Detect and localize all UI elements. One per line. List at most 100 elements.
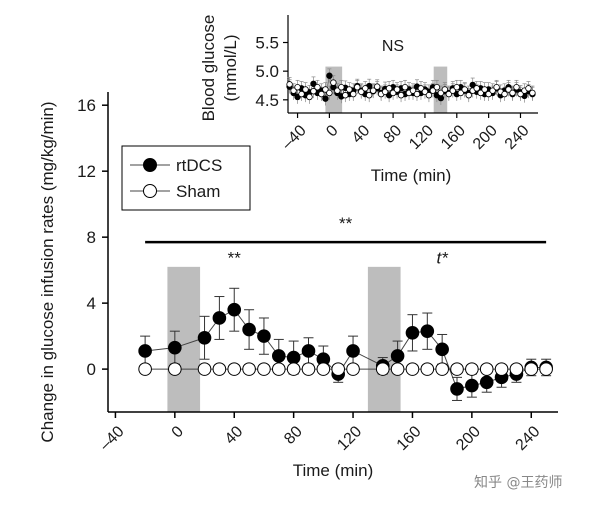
data-point-sham [524,362,539,376]
legend-label: rtDCS [176,156,222,175]
inset-data-point-sham [481,86,488,93]
data-point-rtdcs [168,340,182,355]
inset-data-point-sham [417,85,425,92]
x-tick-label: 120 [334,423,365,454]
data-point-sham [286,362,301,376]
inset-data-point-sham [373,83,381,90]
inset-data-point-sham [310,88,317,95]
data-point-sham [435,362,449,376]
legend-marker [143,158,157,172]
data-point-sham [212,362,227,376]
legend: rtDCS Sham [121,145,251,211]
data-point-rtdcs [227,302,242,317]
y-tick-label: 16 [77,96,96,115]
inset-data-point-sham [509,89,516,97]
data-point-sham [405,362,420,376]
inset-ns-annotation: NS [382,38,404,55]
inset-data-point-sham [457,89,464,97]
inset-x-tick-label: 160 [438,122,469,153]
data-point-sham [227,362,242,376]
data-point-rtdcs [138,344,152,358]
inset-x-tick-label: –40 [279,122,310,153]
significance-annotation: ** [228,249,242,268]
x-tick-label: 0 [169,423,187,441]
inset-data-point-sham [381,88,389,95]
inset-data-point-sham [501,90,508,98]
inset-data-point-sham [314,84,321,91]
data-point-sham [509,362,524,376]
significance-annotation: t* [436,249,449,268]
data-point-sham [539,362,553,376]
x-axis-label: Time (min) [293,461,374,480]
inset-x-tick-label: 120 [406,122,437,153]
inset-data-point-sham [322,86,329,93]
data-point-rtdcs [197,330,212,345]
inset-y-axis-label: Blood glucose [199,15,218,122]
inset-data-point-rtdcs [310,80,317,87]
inset-data-point-sham [461,86,468,93]
inset-data-point-sham [350,90,357,98]
x-tick-label: 80 [281,423,306,448]
inset-data-point-sham [485,90,492,98]
data-point-rtdcs [435,342,449,357]
inset-data-point-sham [433,84,441,91]
inset-y-tick-label: 5.5 [255,34,279,53]
inset-data-point-sham [517,90,524,98]
inset-data-point-sham [489,87,496,94]
inset-data-point-sham [298,90,305,98]
data-point-sham [271,362,286,376]
data-point-sham [465,362,479,376]
inset-data-point-sham [397,92,405,99]
inset-data-point-sham [409,87,417,94]
inset-data-point-sham [473,85,480,92]
watermark: 知乎 @王药师 [474,475,563,491]
data-point-sham [301,362,316,376]
data-point-sham [138,362,152,376]
inset-data-point-sham [429,87,437,94]
inset-data-point-sham [354,84,361,91]
inset-data-point-sham [362,85,369,92]
legend-marker [143,184,157,198]
data-point-rtdcs [301,344,316,358]
y-axis-label: Change in glucose infusion rates (mg/kg/… [38,101,57,442]
inset-data-point-sham [338,84,345,91]
inset-data-point-sham [413,90,421,98]
inset-data-point-sham [513,84,520,91]
inset-data-point-sham [302,86,309,93]
inset-data-point-sham [290,87,297,94]
inset-data-point-sham [294,84,301,91]
data-point-sham [494,362,509,376]
inset-data-point-sham [445,90,453,98]
inset-data-point-sham [385,85,393,92]
inset-y-axis-unit: (mmol/L) [221,34,240,101]
inset-data-point-sham [401,84,409,91]
inset-data-point-sham [366,92,373,99]
data-point-sham [197,362,212,376]
shaded-region [367,266,401,412]
y-tick-label: 8 [87,228,96,247]
x-tick-label: 40 [222,423,247,448]
data-point-rtdcs [271,349,286,363]
inset-data-point-sham [342,92,349,99]
inset-x-tick-label: 80 [381,122,406,147]
data-point-sham [390,362,405,376]
data-point-sham [375,362,390,376]
y-tick-label: 0 [87,360,96,379]
data-point-rtdcs [420,324,435,338]
inset-data-point-sham [318,90,325,98]
data-point-sham [242,362,256,376]
inset-data-point-sham [369,87,377,94]
inset-data-point-sham [421,88,429,95]
inset-data-point-sham [326,89,333,97]
inset-y-tick-label: 5.0 [255,62,279,81]
data-point-rtdcs [242,322,256,337]
data-point-rtdcs [390,349,405,363]
data-point-rtdcs [346,344,360,358]
data-point-rtdcs [479,375,494,390]
legend-label: Sham [176,182,220,201]
legend-box [121,145,251,211]
inset-x-tick-label: 200 [470,122,501,153]
inset-data-point-sham [306,93,313,101]
